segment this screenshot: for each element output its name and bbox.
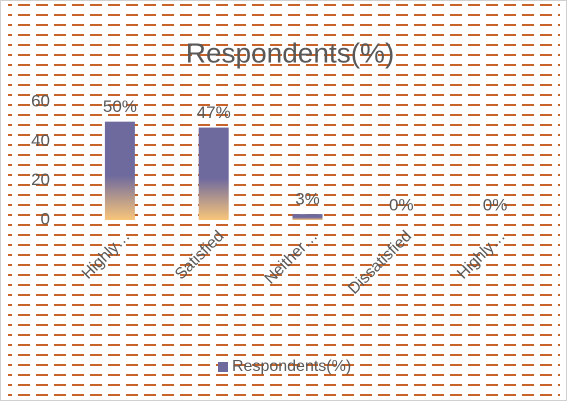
chart-title: Respondents(%) <box>186 37 395 68</box>
value-label: 50% <box>103 97 137 116</box>
legend-label: Respondents(%) <box>232 358 351 375</box>
bar <box>104 121 135 220</box>
value-label: 47% <box>197 103 231 122</box>
y-tick-label: 0 <box>41 209 50 228</box>
value-label: 0% <box>389 195 414 214</box>
bar <box>292 214 323 220</box>
value-label: 3% <box>295 190 320 209</box>
legend-swatch <box>218 362 228 372</box>
value-label: 0% <box>483 195 508 214</box>
bar <box>198 127 229 220</box>
y-tick-label: 20 <box>31 170 50 189</box>
y-tick-label: 60 <box>31 91 50 110</box>
background-pattern <box>8 4 560 396</box>
y-tick-label: 40 <box>31 131 50 150</box>
